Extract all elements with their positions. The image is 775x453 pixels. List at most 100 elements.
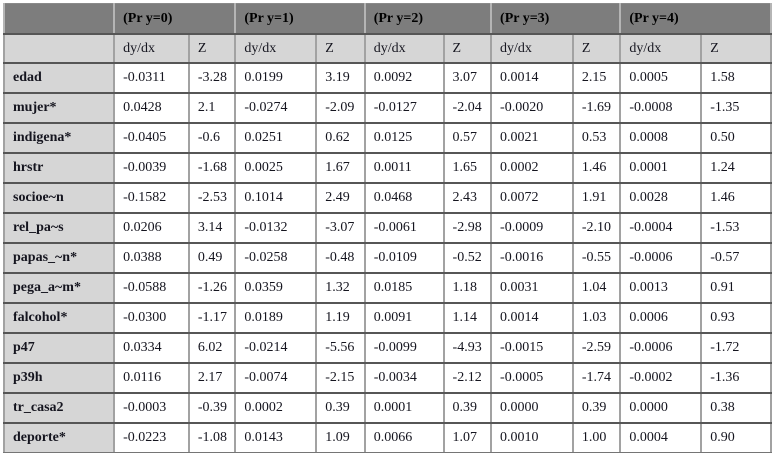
- corner-subcell: [2, 33, 116, 64]
- cell-dydx: 0.0251: [234, 122, 318, 154]
- cell-dydx: 0.0001: [363, 392, 445, 424]
- row-label: hrstr: [2, 152, 116, 184]
- cell-dydx: 0.0025: [234, 152, 318, 184]
- cell-dydx: -0.0061: [363, 212, 445, 244]
- cell-dydx: -0.0132: [234, 212, 318, 244]
- cell-dydx: 0.0092: [363, 62, 445, 94]
- row-label: falcohol*: [2, 302, 116, 334]
- cell-dydx: 0.0028: [619, 182, 703, 214]
- cell-z: 6.02: [187, 332, 237, 364]
- table-row: edad -0.0311 -3.28 0.0199 3.19 0.0092 3.07 0.00…: [2, 62, 772, 94]
- cell-z: -2.53: [187, 182, 237, 214]
- cell-z: 1.32: [315, 272, 366, 304]
- cell-dydx: 0.0014: [490, 62, 574, 94]
- outcome-group-header: (Pr y=3): [490, 3, 622, 35]
- cell-z: 1.07: [442, 422, 493, 453]
- cell-dydx: -0.0015: [490, 332, 574, 364]
- cell-dydx: -0.0008: [619, 92, 703, 124]
- row-label: edad: [2, 62, 116, 94]
- cell-dydx: 0.0002: [234, 392, 318, 424]
- cell-z: 0.50: [700, 122, 772, 154]
- cell-z: -2.12: [442, 362, 493, 394]
- table-row: indigena* -0.0405 -0.6 0.0251 0.62 0.0125 0.57…: [2, 122, 772, 154]
- cell-z: -1.36: [700, 362, 772, 394]
- cell-z: -1.72: [700, 332, 772, 364]
- table-row: socioe~n -0.1582 -2.53 0.1014 2.49 0.0468 2.43…: [2, 182, 772, 214]
- cell-dydx: -0.0005: [490, 362, 574, 394]
- cell-dydx: -0.0258: [234, 242, 318, 274]
- cell-dydx: -0.0223: [113, 422, 190, 453]
- cell-z: -1.35: [700, 92, 772, 124]
- cell-dydx: -0.0405: [113, 122, 190, 154]
- cell-z: 0.53: [571, 122, 622, 154]
- cell-z: 0.91: [700, 272, 772, 304]
- outcome-group-header-row: (Pr y=0) (Pr y=1) (Pr y=2) (Pr y=3) (Pr y=4): [2, 3, 772, 35]
- cell-dydx: 0.0000: [490, 392, 574, 424]
- cell-dydx: 0.0001: [619, 152, 703, 184]
- table-row: p47 0.0334 6.02 -0.0214 -5.56 -0.0099 -4.93 -0.…: [2, 332, 772, 364]
- cell-dydx: -0.0002: [619, 362, 703, 394]
- cell-z: 3.14: [187, 212, 237, 244]
- subheader-dydx: dy/dx: [234, 33, 318, 64]
- cell-z: -0.39: [187, 392, 237, 424]
- cell-dydx: 0.0008: [619, 122, 703, 154]
- cell-z: -0.6: [187, 122, 237, 154]
- subheader-z: Z: [187, 33, 237, 64]
- row-label: pega_a~m*: [2, 272, 116, 304]
- cell-dydx: -0.0127: [363, 92, 445, 124]
- cell-z: 0.57: [442, 122, 493, 154]
- cell-z: 1.19: [315, 302, 366, 334]
- outcome-group-header: (Pr y=2): [363, 3, 493, 35]
- table-row: tr_casa2 -0.0003 -0.39 0.0002 0.39 0.0001 0.39…: [2, 392, 772, 424]
- row-label: indigena*: [2, 122, 116, 154]
- row-label: p47: [2, 332, 116, 364]
- cell-z: 2.17: [187, 362, 237, 394]
- cell-dydx: -0.0099: [363, 332, 445, 364]
- cell-dydx: -0.0003: [113, 392, 190, 424]
- subheader-dydx: dy/dx: [619, 33, 703, 64]
- cell-dydx: 0.0116: [113, 362, 190, 394]
- cell-dydx: -0.0274: [234, 92, 318, 124]
- subheader-dydx: dy/dx: [113, 33, 190, 64]
- cell-z: -3.28: [187, 62, 237, 94]
- cell-z: 2.49: [315, 182, 366, 214]
- cell-dydx: 0.0005: [619, 62, 703, 94]
- cell-dydx: 0.0014: [490, 302, 574, 334]
- cell-dydx: -0.1582: [113, 182, 190, 214]
- cell-dydx: 0.0199: [234, 62, 318, 94]
- subheader-dydx: dy/dx: [490, 33, 574, 64]
- cell-z: -2.09: [315, 92, 366, 124]
- row-label: deporte*: [2, 422, 116, 453]
- cell-z: 0.39: [571, 392, 622, 424]
- cell-dydx: -0.0214: [234, 332, 318, 364]
- cell-z: 0.90: [700, 422, 772, 453]
- table-row: pega_a~m* -0.0588 -1.26 0.0359 1.32 0.0185 1.1…: [2, 272, 772, 304]
- cell-dydx: -0.0311: [113, 62, 190, 94]
- cell-dydx: 0.1014: [234, 182, 318, 214]
- cell-z: -1.74: [571, 362, 622, 394]
- subheader-z: Z: [315, 33, 366, 64]
- subheader-z: Z: [700, 33, 772, 64]
- cell-dydx: 0.0143: [234, 422, 318, 453]
- cell-dydx: 0.0428: [113, 92, 190, 124]
- cell-dydx: 0.0206: [113, 212, 190, 244]
- cell-dydx: -0.0016: [490, 242, 574, 274]
- cell-z: -2.04: [442, 92, 493, 124]
- cell-z: 1.58: [700, 62, 772, 94]
- cell-z: 1.09: [315, 422, 366, 453]
- cell-z: -1.68: [187, 152, 237, 184]
- cell-dydx: -0.0009: [490, 212, 574, 244]
- cell-z: 0.93: [700, 302, 772, 334]
- row-label: rel_pa~s: [2, 212, 116, 244]
- cell-z: -1.53: [700, 212, 772, 244]
- cell-z: 2.15: [571, 62, 622, 94]
- table-body: edad -0.0311 -3.28 0.0199 3.19 0.0092 3.07 0.00…: [2, 62, 772, 453]
- cell-z: 1.67: [315, 152, 366, 184]
- table-header: (Pr y=0) (Pr y=1) (Pr y=2) (Pr y=3) (Pr y=4)…: [2, 3, 772, 64]
- cell-z: 2.43: [442, 182, 493, 214]
- marginal-effects-table: (Pr y=0) (Pr y=1) (Pr y=2) (Pr y=3) (Pr y=4)…: [2, 3, 772, 453]
- cell-z: -1.17: [187, 302, 237, 334]
- cell-z: -0.52: [442, 242, 493, 274]
